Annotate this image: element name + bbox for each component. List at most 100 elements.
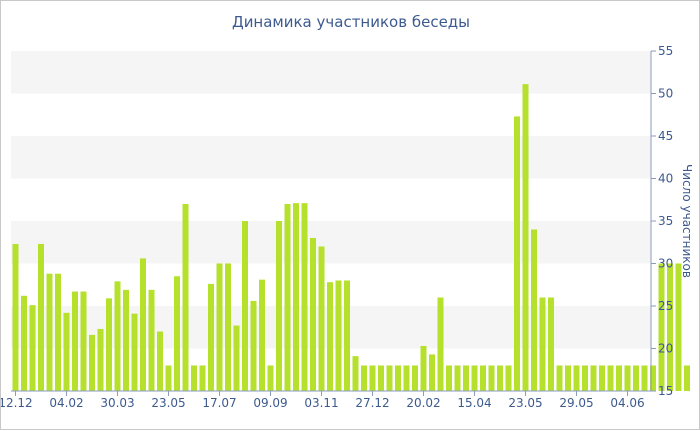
bar [80,291,87,391]
bar [386,365,393,391]
bar [259,279,265,391]
bar [242,221,248,391]
x-tick-label: 30.03 [100,396,134,410]
bar [590,365,597,391]
bar [582,365,588,391]
bar [46,273,53,391]
x-tick-label: 17.07 [202,396,236,410]
x-tick-label: 20.02 [406,396,440,410]
x-axis-ticks: 12.12 04.02 30.03 23.05 17.07 09.09 03.11 27.12… [1,391,645,410]
y-tick-label: 15 [658,384,673,398]
bar [522,84,529,392]
bar [55,273,61,391]
grid-band [11,136,651,179]
bar [471,365,478,391]
bar [624,365,631,391]
bar [488,365,495,391]
bar [21,295,27,391]
y-tick-label: 50 [658,87,673,101]
bar [29,305,36,391]
bar [633,365,639,391]
bar [420,345,427,391]
bar [667,263,673,391]
bar [165,365,172,391]
y-tick-label: 45 [658,129,673,143]
bar [352,356,359,391]
x-tick-label: 23.05 [151,396,185,410]
bar [318,246,325,391]
bars [12,84,690,392]
y-tick-label: 30 [658,257,673,271]
bar [123,289,129,391]
x-tick-label: 09.09 [253,396,287,410]
bar [650,365,656,391]
bar [556,365,563,391]
bar [114,281,121,391]
bar [191,365,197,391]
bar [454,365,461,391]
bar [548,297,554,391]
x-tick-label: 03.11 [304,396,338,410]
bar [658,263,665,391]
bar [641,365,648,391]
bar [480,365,486,391]
bar [284,204,291,391]
bar [174,276,180,391]
y-tick-label: 25 [658,299,673,313]
bar [378,365,384,391]
bar [199,365,206,391]
bar [106,298,112,391]
bar [310,238,316,391]
x-tick-label: 29.05 [559,396,593,410]
bar [573,365,580,391]
bar [63,312,70,391]
bar [437,297,444,391]
bar [412,365,418,391]
x-tick-label: 23.05 [508,396,542,410]
bar [539,297,546,391]
bar [505,365,512,391]
bar [599,365,605,391]
bar [335,280,342,391]
bar [250,300,257,391]
bar [157,331,163,391]
bar [97,328,104,391]
grid-band [11,221,651,264]
bar [276,221,282,391]
bar [403,365,410,391]
bar [327,282,333,391]
y-tick-label: 40 [658,172,673,186]
x-tick-label: 27.12 [355,396,389,410]
bar [607,365,614,391]
bar [131,313,138,391]
bar [216,263,223,391]
bar [208,283,214,391]
bar [531,229,537,391]
y-tick-label: 55 [658,44,673,58]
y-tick-label: 20 [658,342,673,356]
bar [267,365,274,391]
x-tick-label: 15.04 [457,396,491,410]
bar [148,289,155,391]
bar [514,116,520,391]
bar [446,365,452,391]
bar [89,334,95,391]
bar [369,365,376,391]
bar [293,203,299,391]
x-tick-label: 12.12 [1,396,33,410]
bar [12,243,19,391]
grid-band [11,51,651,94]
x-tick-label: 04.02 [49,396,83,410]
bar [616,365,622,391]
bar [225,263,231,391]
y-axis-ticks: 15 20 25 30 35 40 45 50 55 [651,44,673,398]
y-tick-label: 35 [658,214,673,228]
bar [361,365,367,391]
bar [38,243,44,391]
bar [429,354,435,391]
bar [395,365,401,391]
bar [463,365,469,391]
y-axis-label: Число участников [680,164,694,278]
x-tick-label: 04.06 [610,396,644,410]
